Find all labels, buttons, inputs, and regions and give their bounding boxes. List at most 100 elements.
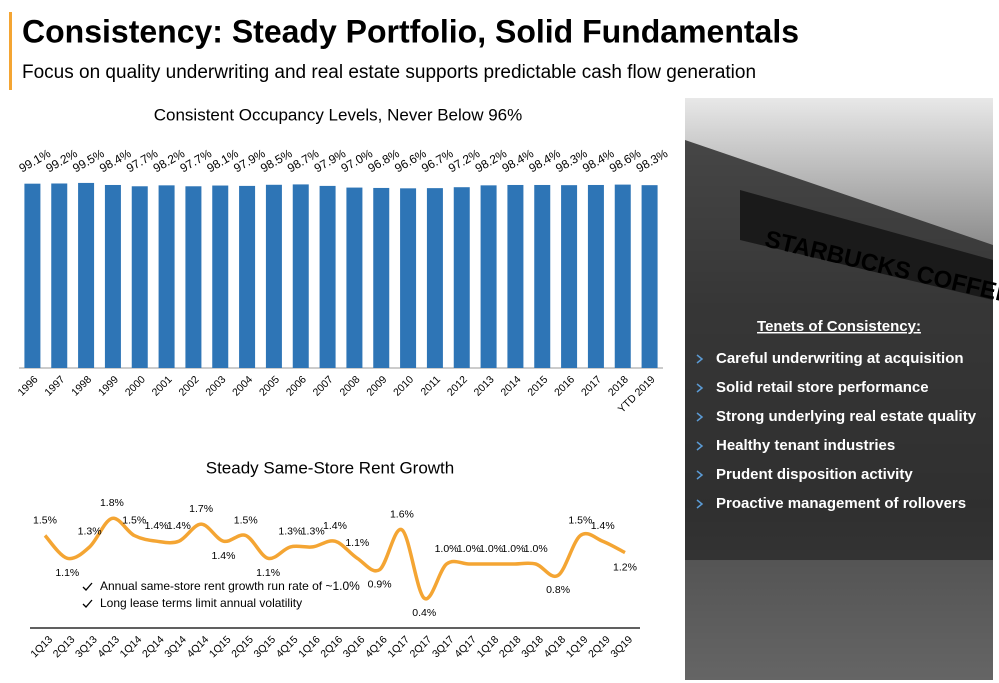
x-tick-label: 4Q17 <box>452 633 479 660</box>
x-tick-label: 2016 <box>552 373 577 398</box>
value-label: 1.2% <box>613 561 637 573</box>
value-label: 0.9% <box>368 578 392 590</box>
x-tick-label: 2Q17 <box>408 633 435 660</box>
bar <box>78 182 95 368</box>
x-tick-label: 2000 <box>123 373 148 398</box>
x-tick-label: 4Q13 <box>95 633 122 660</box>
annotation: Annual same-store rent growth run rate o… <box>100 579 360 593</box>
x-tick-label: 1Q15 <box>207 633 234 660</box>
x-tick-label: 2Q15 <box>229 633 256 660</box>
x-tick-label: 2013 <box>472 373 497 398</box>
bar <box>400 188 417 368</box>
value-label: 1.7% <box>189 503 213 515</box>
x-tick-label: 3Q16 <box>341 633 368 660</box>
x-tick-label: 2014 <box>499 373 524 398</box>
bar <box>346 187 363 368</box>
x-tick-label: 3Q15 <box>252 633 279 660</box>
x-tick-label: 4Q15 <box>274 633 301 660</box>
tenet-item: Healthy tenant industries <box>716 437 895 454</box>
value-label: 1.4% <box>323 520 347 532</box>
tenet-item: Prudent disposition activity <box>716 466 913 483</box>
x-tick-label: 2017 <box>579 373 604 398</box>
x-tick-label: 4Q18 <box>542 633 569 660</box>
x-tick-label: 1Q18 <box>475 633 502 660</box>
bar <box>185 186 202 368</box>
x-tick-label: 1Q13 <box>28 633 55 660</box>
value-label: 1.4% <box>167 520 191 532</box>
x-tick-label: 2004 <box>230 373 255 398</box>
x-tick-label: 2008 <box>338 373 363 398</box>
bar <box>587 184 604 368</box>
bar <box>614 184 631 368</box>
x-tick-label: 2Q19 <box>586 633 613 660</box>
x-tick-label: 2011 <box>419 373 444 398</box>
value-label: 1.4% <box>591 520 615 532</box>
x-tick-label: 3Q18 <box>519 633 546 660</box>
bar <box>131 186 148 368</box>
x-tick-label: 4Q16 <box>363 633 390 660</box>
value-label: 1.5% <box>234 514 258 526</box>
x-tick-label: 4Q14 <box>185 633 212 660</box>
x-tick-label: 2010 <box>391 373 416 398</box>
bar <box>319 185 336 368</box>
x-tick-label: 3Q17 <box>430 633 457 660</box>
bar <box>561 185 578 368</box>
value-label: 1.3% <box>78 526 102 538</box>
line <box>43 516 626 601</box>
bullet-chevron <box>696 383 704 393</box>
chart-title: Consistent Occupancy Levels, Never Below… <box>154 105 523 124</box>
bar <box>212 185 229 368</box>
value-label: 1.4% <box>211 550 235 562</box>
bar <box>426 188 443 368</box>
value-label: 0.4% <box>412 607 436 619</box>
x-tick-label: 2007 <box>311 373 336 398</box>
x-tick-label: 2Q14 <box>140 633 167 660</box>
x-tick-label: 1Q14 <box>118 633 145 660</box>
x-tick-label: 2Q18 <box>497 633 524 660</box>
tenets-title: Tenets of Consistency: <box>757 318 921 335</box>
slide-subtitle: Focus on quality underwriting and real e… <box>22 62 756 83</box>
value-label: 1.3% <box>278 526 302 538</box>
x-tick-label: 2006 <box>284 373 309 398</box>
value-label: 98.3% <box>634 146 671 175</box>
x-tick-label: 1999 <box>96 373 121 398</box>
value-label: 1.0% <box>501 543 525 555</box>
value-label: 0.8% <box>546 584 570 596</box>
bullet-chevron <box>696 441 704 451</box>
bullet-chevron <box>696 412 704 422</box>
x-tick-label: 1998 <box>69 373 94 398</box>
bar <box>507 184 524 368</box>
chart-title: Steady Same-Store Rent Growth <box>206 458 455 477</box>
x-tick-label: 2Q16 <box>318 633 345 660</box>
bullet-chevron <box>696 354 704 364</box>
x-tick-label: 2015 <box>525 373 550 398</box>
value-label: 1.4% <box>145 520 169 532</box>
value-label: 1.1% <box>345 537 369 549</box>
bar <box>24 183 41 368</box>
x-tick-label: 3Q19 <box>608 633 635 660</box>
annotation: Long lease terms limit annual volatility <box>100 596 302 610</box>
bar <box>292 184 309 368</box>
bar <box>265 184 282 368</box>
tenet-item: Careful underwriting at acquisition <box>716 350 964 367</box>
bar <box>641 185 658 368</box>
value-label: 1.1% <box>256 567 280 579</box>
bar <box>373 187 390 368</box>
x-tick-label: 1Q17 <box>385 633 412 660</box>
x-tick-label: 2003 <box>203 373 228 398</box>
bar <box>104 184 121 368</box>
value-label: 1.3% <box>301 526 325 538</box>
value-label: 1.0% <box>479 543 503 555</box>
slide-title: Consistency: Steady Portfolio, Solid Fun… <box>22 13 799 49</box>
x-tick-label: 2Q13 <box>51 633 78 660</box>
value-label: 1.0% <box>457 543 481 555</box>
bar <box>239 185 256 368</box>
check-mark <box>82 582 93 591</box>
check-mark <box>82 599 93 608</box>
x-tick-label: 1997 <box>42 373 67 398</box>
x-tick-label: 2001 <box>150 373 175 398</box>
x-tick-label: 2002 <box>177 373 202 398</box>
bullet-chevron <box>696 470 704 480</box>
tenet-item: Strong underlying real estate quality <box>716 408 977 425</box>
x-tick-label: 3Q14 <box>162 633 189 660</box>
